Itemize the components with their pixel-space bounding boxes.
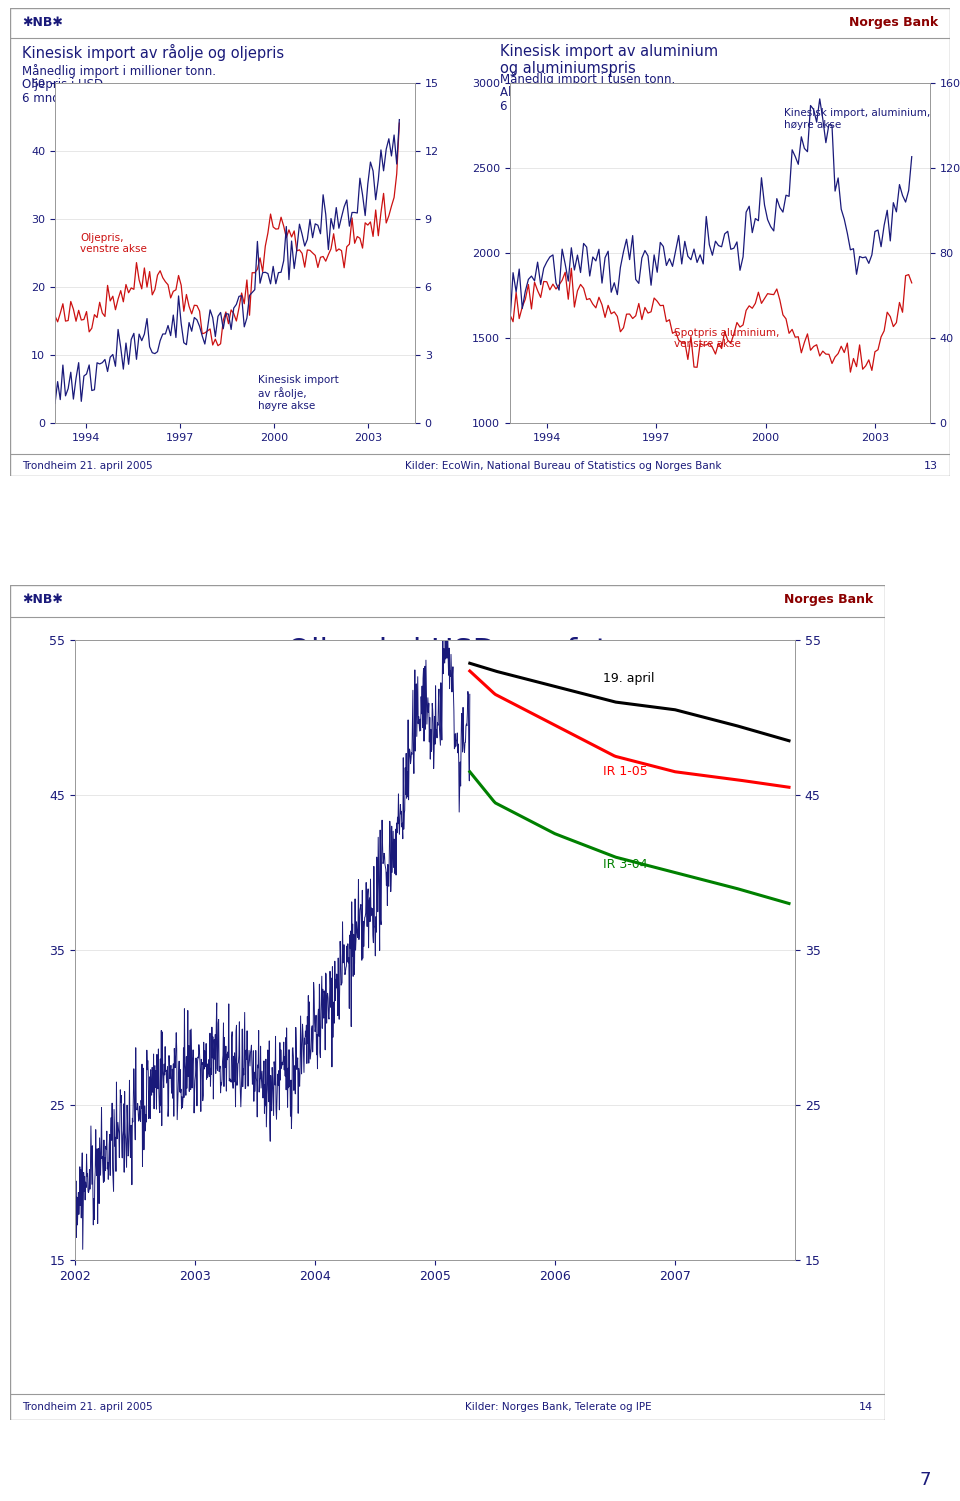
Text: Terminpriser fra 28. okt. 2004, 10. mars 2005 og 19. april 2005.: Terminpriser fra 28. okt. 2004, 10. mars… [235, 683, 660, 696]
Text: ✱NB✱: ✱NB✱ [22, 593, 62, 606]
Text: Spotpris aluminium,
venstre akse: Spotpris aluminium, venstre akse [674, 327, 780, 350]
FancyBboxPatch shape [10, 585, 885, 1420]
Text: Trondheim 21. april 2005: Trondheim 21. april 2005 [22, 1402, 153, 1412]
Text: Oljepris i USD per fat: Oljepris i USD per fat [287, 636, 608, 666]
Text: Kinesisk import, aluminium,
høyre akse: Kinesisk import, aluminium, høyre akse [784, 108, 930, 131]
Text: Kinesisk import
av råolje,
høyre akse: Kinesisk import av råolje, høyre akse [258, 375, 339, 411]
Text: 6 mnd. glidende gjennomsnitt: 6 mnd. glidende gjennomsnitt [22, 92, 201, 105]
Text: Aluminiumspris i USD.: Aluminiumspris i USD. [500, 86, 632, 99]
Text: IR 1-05: IR 1-05 [603, 766, 648, 778]
Text: 19. april: 19. april [603, 672, 655, 686]
Text: Månedlig import i tusen tonn.: Månedlig import i tusen tonn. [500, 72, 675, 86]
Text: Dagstall. 2. januar 2002 – 31. desember 2007: Dagstall. 2. januar 2002 – 31. desember … [295, 705, 600, 717]
Text: Kinesisk import av aluminium
og aluminiumspris: Kinesisk import av aluminium og aluminiu… [500, 44, 718, 77]
Text: Oljepris,
venstre akse: Oljepris, venstre akse [80, 233, 147, 254]
Text: Norges Bank: Norges Bank [783, 593, 873, 606]
Text: Trondheim 21. april 2005: Trondheim 21. april 2005 [22, 461, 153, 471]
Text: Kilder: Norges Bank, Telerate og IPE: Kilder: Norges Bank, Telerate og IPE [465, 1402, 652, 1412]
Text: Norges Bank: Norges Bank [849, 17, 938, 29]
Text: Kilder: EcoWin, National Bureau of Statistics og Norges Bank: Kilder: EcoWin, National Bureau of Stati… [405, 461, 721, 471]
Text: Månedlig import i millioner tonn.: Månedlig import i millioner tonn. [22, 65, 216, 78]
Text: ✱NB✱: ✱NB✱ [22, 17, 62, 29]
Text: IR 3-04: IR 3-04 [603, 859, 648, 871]
Text: 7: 7 [920, 1471, 931, 1489]
Text: 6 mnd. glidende gjennomsnitt: 6 mnd. glidende gjennomsnitt [500, 101, 679, 113]
Text: Oljepris i USD.: Oljepris i USD. [22, 78, 107, 92]
FancyBboxPatch shape [10, 8, 950, 476]
Text: 13: 13 [924, 461, 938, 471]
Text: Kinesisk import av råolje og oljepris: Kinesisk import av råolje og oljepris [22, 44, 284, 62]
Text: 14: 14 [859, 1402, 873, 1412]
